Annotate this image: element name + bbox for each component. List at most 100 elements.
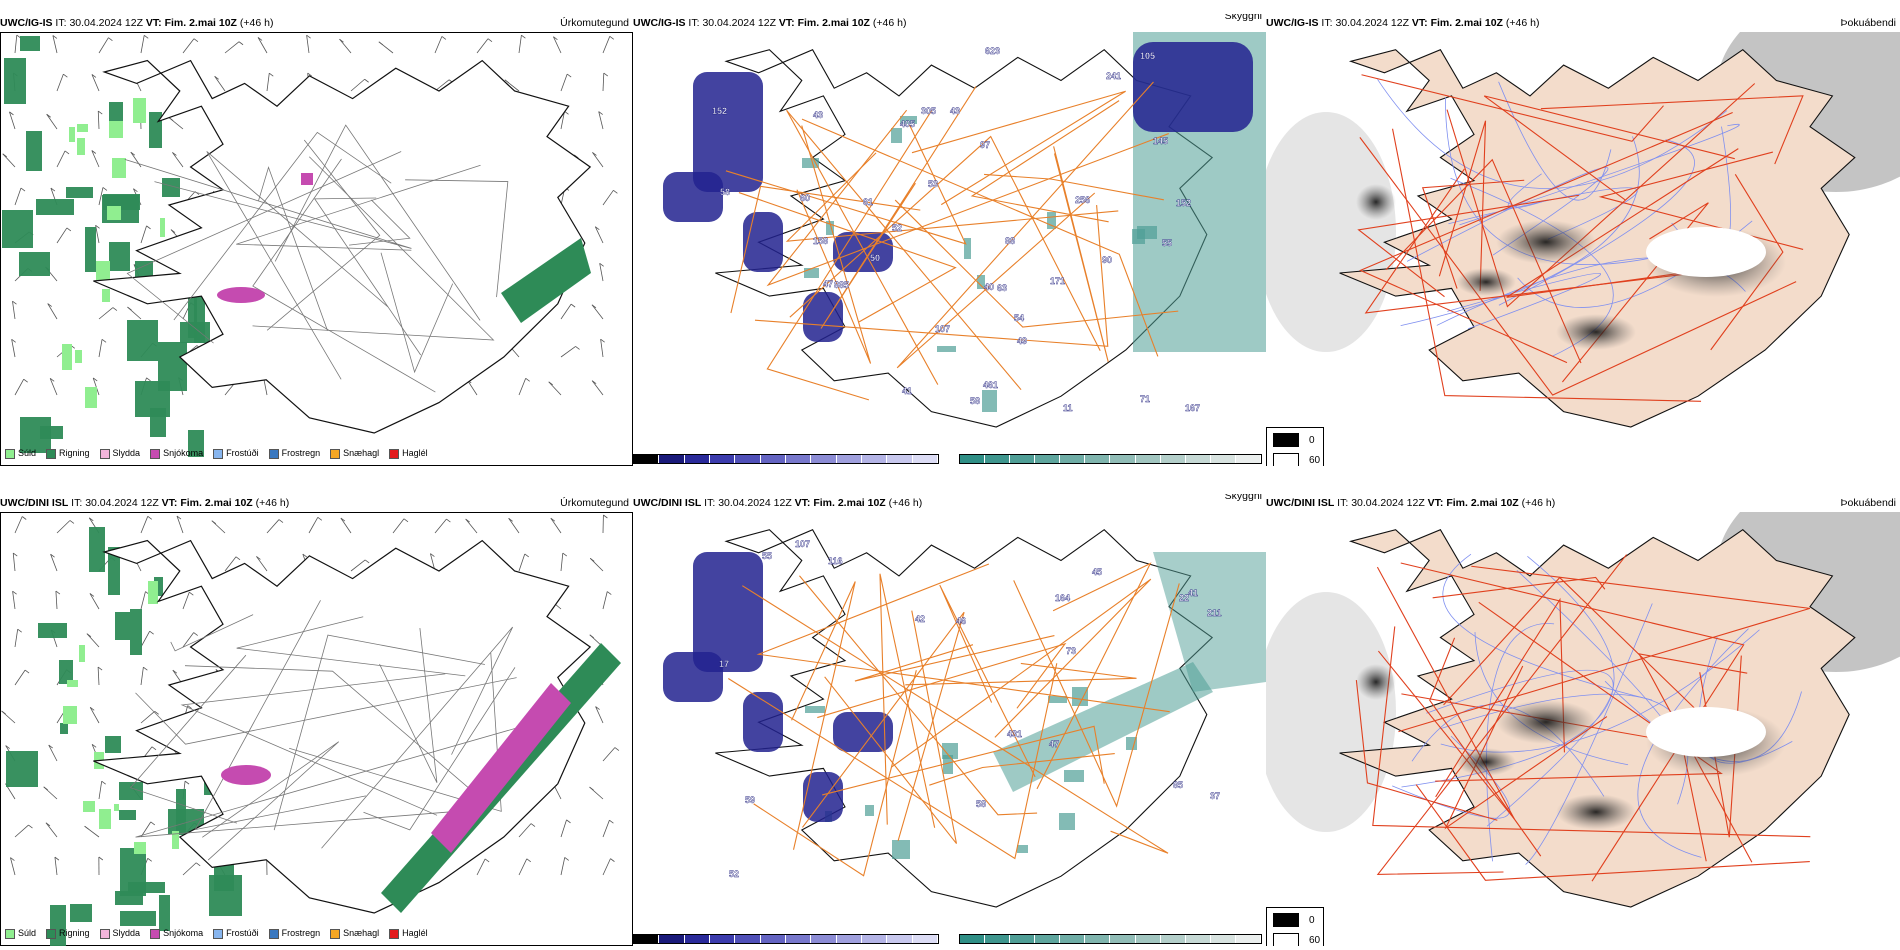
colorbar-unit: km <box>963 945 978 946</box>
fog-panel-row2: UWC/DINI ISL IT: 30.04.2024 12Z VT: Fim.… <box>1266 494 1900 946</box>
cloudbase-label: 461 <box>983 380 998 390</box>
cloudbase-label: 73 <box>1066 646 1076 656</box>
vt-label: VT: <box>778 17 795 29</box>
colorbar-tick: 200 <box>696 465 714 466</box>
vt-label: VT: <box>161 497 178 509</box>
visibility-colorbar: km1 2 3 4 5 6 7 8 9 10 <box>959 934 1262 946</box>
legend-label: Snjókoma <box>163 448 204 459</box>
vt-value: Fim. 2.mai 10Z <box>1430 17 1503 29</box>
colorbar-unit: m <box>637 945 646 946</box>
cloudbase-label: 17 <box>719 659 729 669</box>
cloudbase-label: 107 <box>935 324 950 334</box>
it-label: IT: <box>704 497 716 509</box>
colorbar-tick: 4 <box>1068 945 1074 946</box>
snow-area <box>221 765 271 785</box>
legend-label: Frostregn <box>281 448 321 459</box>
glacier <box>1646 707 1766 757</box>
legend-item: Rigning <box>46 928 90 939</box>
snow-area <box>301 173 313 185</box>
legend-label: Slydda <box>112 448 141 459</box>
panel-title: Skyggni <box>1224 494 1262 502</box>
legend-item: Rigning <box>46 448 90 459</box>
legend-item: Snæhagl <box>330 928 379 939</box>
legend-item: Snæhagl <box>330 448 379 459</box>
panel-header: UWC/DINI ISL IT: 30.04.2024 12Z VT: Fim.… <box>0 494 633 512</box>
colorbar-tick: 400 <box>752 465 770 466</box>
vt-value: Fim. 2.mai 10Z <box>797 17 870 29</box>
cloudbase-label: 50 <box>870 253 880 263</box>
fog-legend-black <box>1273 433 1299 447</box>
fog-legend-white <box>1273 453 1299 466</box>
cloudbase-label: 105 <box>1140 51 1155 61</box>
colorbar-tick: 800 <box>864 465 882 466</box>
model-name: UWC/DINI ISL <box>1266 497 1335 509</box>
cloudbase-label: 107 <box>795 539 810 549</box>
cloudbase-label: 52 <box>729 869 739 879</box>
panel-title: Úrkomutegund <box>560 17 629 29</box>
lead-time: (+46 h) <box>888 497 923 509</box>
legend-label: Frostúði <box>226 928 259 939</box>
cloudbase-label: 85 <box>1173 780 1183 790</box>
legend-swatch <box>150 449 161 459</box>
island-coastline <box>93 539 592 914</box>
cloudbase-label: 37 <box>1210 791 1220 801</box>
colorbar-tick: 1 <box>978 945 984 946</box>
it-value: 30.04.2024 12Z <box>702 17 776 29</box>
cloud-visibility-map: 73 59 46 55 164 58 42 41 47 22 107 116 211 45 431 85 37 1… <box>633 512 1266 946</box>
model-name: UWC/IG-IS <box>1266 17 1319 29</box>
legend-item: Frostregn <box>268 928 320 939</box>
precip-panel-row2: UWC/DINI ISL IT: 30.04.2024 12Z VT: Fim.… <box>0 494 633 946</box>
colorbar-tick: 8 <box>1188 945 1194 946</box>
it-label: IT: <box>1337 497 1349 509</box>
colorbar-tick: 800 <box>864 945 882 946</box>
legend-swatch <box>268 449 279 459</box>
cloudbase-label: 11 <box>1063 403 1073 413</box>
cloudbase-colorbar: m0 200 400 600 800 1000 <box>633 454 941 466</box>
colorbar-tick: 1000 <box>917 465 941 466</box>
colorbar-tick: 600 <box>808 945 826 946</box>
vt-label: VT: <box>1411 17 1428 29</box>
cloudbase-label: 45 <box>1092 567 1102 577</box>
cloudbase-label: 41 <box>902 386 912 396</box>
legend-swatch <box>99 449 110 459</box>
legend-label: Snæhagl <box>343 448 380 459</box>
legend-swatch <box>46 929 57 939</box>
visibility-colorbar: km1 2 3 4 5 6 7 8 9 10 <box>959 454 1262 466</box>
cloudbase-label: 41 <box>1188 588 1198 598</box>
model-name: UWC/IG-IS <box>0 17 53 29</box>
legend-swatch <box>389 449 400 459</box>
road-network <box>725 81 1179 401</box>
colorbar-tick: 2 <box>1008 945 1014 946</box>
vt-value: Fim. 2.mai 10Z <box>164 17 237 29</box>
island-coastline <box>93 59 592 434</box>
cloudbase-label: 47 <box>1049 739 1059 749</box>
it-label: IT: <box>688 17 700 29</box>
legend-swatch <box>46 449 57 459</box>
colorbar-tick: 7 <box>1158 465 1164 466</box>
colorbar-strip <box>633 934 939 944</box>
legend-item: Haglél <box>389 928 428 939</box>
precip-map: Súld Rigning Slydda Snjókoma Frostúði Frostre… <box>0 512 633 946</box>
cloudbase-label: 405 <box>900 119 915 129</box>
colorbar-strip <box>959 454 1262 464</box>
it-value: 30.04.2024 12Z <box>1351 497 1425 509</box>
vt-value: Fim. 2.mai 10Z <box>813 497 886 509</box>
cloudbase-label: 63 <box>997 283 1007 293</box>
cloudbase-label: 71 <box>1140 394 1150 404</box>
cloudbase-label: 55 <box>762 551 772 561</box>
cloudbase-label: 58 <box>976 799 986 809</box>
legend-label: Frostúði <box>226 448 259 459</box>
cloudbase-label: 60 <box>800 193 810 203</box>
legend-swatch <box>213 929 224 939</box>
cloudbase-label: 90 <box>1102 255 1112 265</box>
legend-item: Súld <box>5 448 36 459</box>
colorbar-strip <box>959 934 1262 944</box>
legend-item: Snjókoma <box>150 448 203 459</box>
legend-swatch <box>99 929 110 939</box>
panel-title: Þokuábendi <box>1840 17 1896 29</box>
cloudbase-label: 42 <box>915 614 925 624</box>
panel-header: UWC/DINI ISL IT: 30.04.2024 12Z VT: Fim.… <box>1266 494 1900 512</box>
cloudbase-label: 431 <box>1007 729 1022 739</box>
road-network <box>124 124 509 393</box>
cloudbase-label: 211 <box>1207 608 1222 618</box>
